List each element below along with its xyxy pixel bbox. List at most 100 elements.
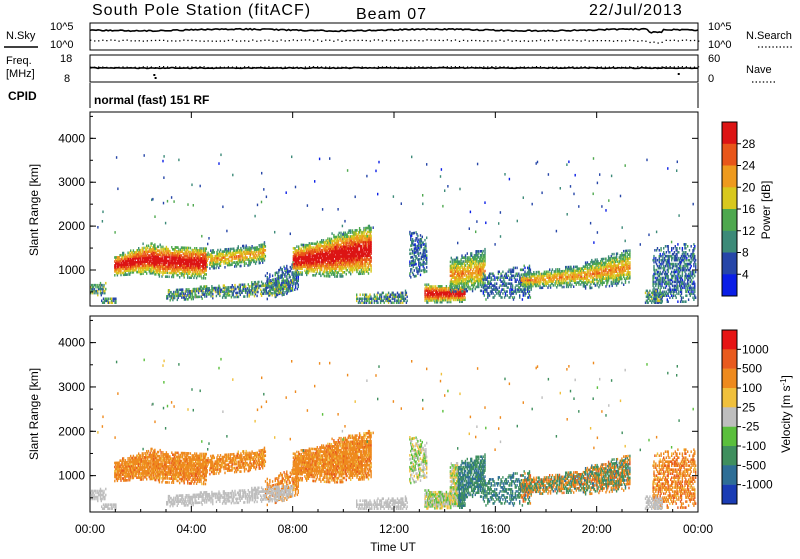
noise-search-point xyxy=(305,39,306,40)
noise-search-point xyxy=(487,40,488,41)
power-bin xyxy=(410,252,411,255)
noise-search-point xyxy=(629,40,630,41)
power-bin xyxy=(421,269,422,272)
power-bin xyxy=(402,292,403,295)
power-bin xyxy=(290,276,291,279)
power-bin xyxy=(231,248,232,251)
power-bin xyxy=(324,275,325,278)
power-bin xyxy=(409,249,410,252)
noise-panel-frame xyxy=(90,23,698,50)
noise-search-point xyxy=(191,40,192,41)
nave-point xyxy=(418,66,419,67)
noise-search-point xyxy=(110,39,111,40)
noise-search-point xyxy=(114,40,115,41)
noise-search-point xyxy=(572,40,573,41)
nave-point xyxy=(414,66,415,67)
noise-search-point xyxy=(467,40,468,41)
noise-search-point xyxy=(617,40,618,41)
power-bin xyxy=(368,272,369,275)
power-bin xyxy=(418,242,419,245)
noise-search-point xyxy=(670,40,671,41)
power-bin xyxy=(283,293,284,296)
power-bin xyxy=(370,256,371,259)
noise-left-tick-bottom: 10^0 xyxy=(50,39,74,51)
power-bin xyxy=(416,237,417,240)
noise-search-point xyxy=(309,39,310,40)
power-bin xyxy=(425,243,426,246)
power-bin xyxy=(201,247,202,250)
power-bin xyxy=(265,275,266,278)
power-bin xyxy=(179,276,180,279)
noise-search-point xyxy=(293,39,294,40)
power-bin xyxy=(407,296,408,299)
nave-point xyxy=(674,66,675,67)
noise-search-point xyxy=(463,40,464,41)
power-bin xyxy=(256,295,257,298)
power-bin xyxy=(426,283,427,286)
power-bin xyxy=(173,291,174,294)
noise-search-point xyxy=(187,40,188,41)
power-bin xyxy=(148,245,149,248)
noise-search-point xyxy=(589,40,590,41)
noise-search-point xyxy=(147,40,148,41)
nave-point xyxy=(666,66,667,67)
noise-search-point xyxy=(641,40,642,41)
noise-search-point xyxy=(345,40,346,41)
nave-point xyxy=(175,66,176,67)
noise-search-point xyxy=(581,40,582,41)
power-bin xyxy=(217,249,218,252)
power-bin xyxy=(220,249,221,252)
power-bin xyxy=(366,294,367,297)
power-bin xyxy=(105,282,106,285)
nave-point xyxy=(698,66,699,67)
power-bin xyxy=(388,292,389,295)
power-bin xyxy=(357,298,358,301)
nave-point xyxy=(305,66,306,67)
power-bin xyxy=(415,259,416,262)
noise-search-point xyxy=(122,40,123,41)
noise-search-point xyxy=(155,40,156,41)
power-bin xyxy=(362,294,363,297)
power-bin xyxy=(109,301,110,304)
noise-search-point xyxy=(528,41,529,42)
noise-search-point xyxy=(374,39,375,40)
power-bin xyxy=(452,259,453,262)
power-bin xyxy=(188,247,189,250)
power-bin xyxy=(151,242,152,245)
noise-search-point xyxy=(682,40,683,41)
power-bin xyxy=(224,266,225,269)
power-bin xyxy=(419,248,420,251)
power-bin xyxy=(420,274,421,277)
noise-search-point xyxy=(317,39,318,40)
power-bin xyxy=(127,252,128,255)
power-bin xyxy=(281,280,282,283)
nave-point xyxy=(179,66,180,67)
noise-search-point xyxy=(649,42,650,43)
power-bin xyxy=(312,242,313,245)
noise-search-point xyxy=(568,40,569,41)
power-bin xyxy=(361,245,362,248)
power-bin xyxy=(290,270,291,273)
power-bin xyxy=(228,248,229,251)
noise-panel: N.Sky 10^5 10^0 10^5 10^0 N.Search xyxy=(4,21,792,51)
power-bin xyxy=(279,269,280,272)
noise-search-point xyxy=(98,40,99,41)
power-bin xyxy=(238,296,239,299)
noise-sky-trace xyxy=(90,29,698,33)
power-bin xyxy=(350,273,351,276)
noise-search-point xyxy=(585,40,586,41)
noise-search-point xyxy=(90,40,91,41)
noise-search-point xyxy=(637,41,638,42)
noise-search-point xyxy=(532,40,533,41)
power-bin xyxy=(237,292,238,295)
power-bin xyxy=(111,298,112,301)
power-bin xyxy=(243,245,244,248)
noise-search-point xyxy=(491,40,492,41)
noise-search-point xyxy=(321,41,322,42)
noise-search-point xyxy=(143,41,144,42)
noise-search-point xyxy=(297,40,298,41)
power-bin xyxy=(229,294,230,297)
power-bin xyxy=(265,245,266,248)
